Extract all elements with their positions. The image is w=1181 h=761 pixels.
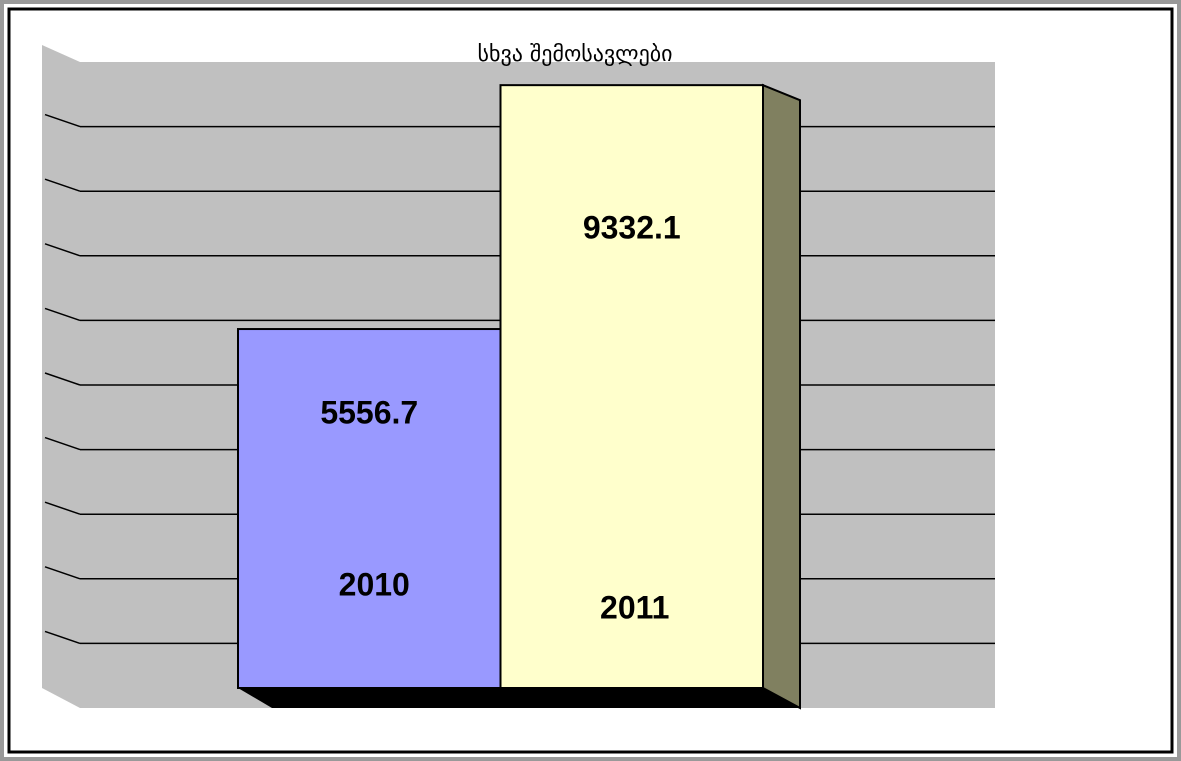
grid-line: [44, 436, 81, 451]
grid-line: [44, 566, 81, 580]
grid-line: [44, 372, 81, 386]
grid-line: [44, 178, 81, 192]
grid-line: [44, 243, 81, 257]
side-wall: [42, 45, 80, 708]
bar-shadow: [238, 688, 800, 708]
value-label: 5556.7: [320, 395, 418, 431]
grid-line: [44, 307, 81, 322]
bar: [499, 84, 764, 689]
grid-line: [44, 501, 81, 515]
value-label: 9332.1: [583, 209, 681, 245]
bar-side: [762, 83, 801, 710]
chart-title: სხვა შემოსავლები: [477, 42, 672, 67]
category-label: 2011: [600, 589, 669, 625]
bar: [237, 328, 502, 689]
category-label: 2010: [339, 566, 410, 602]
grid-line: [44, 113, 81, 128]
grid-line: [44, 630, 81, 645]
